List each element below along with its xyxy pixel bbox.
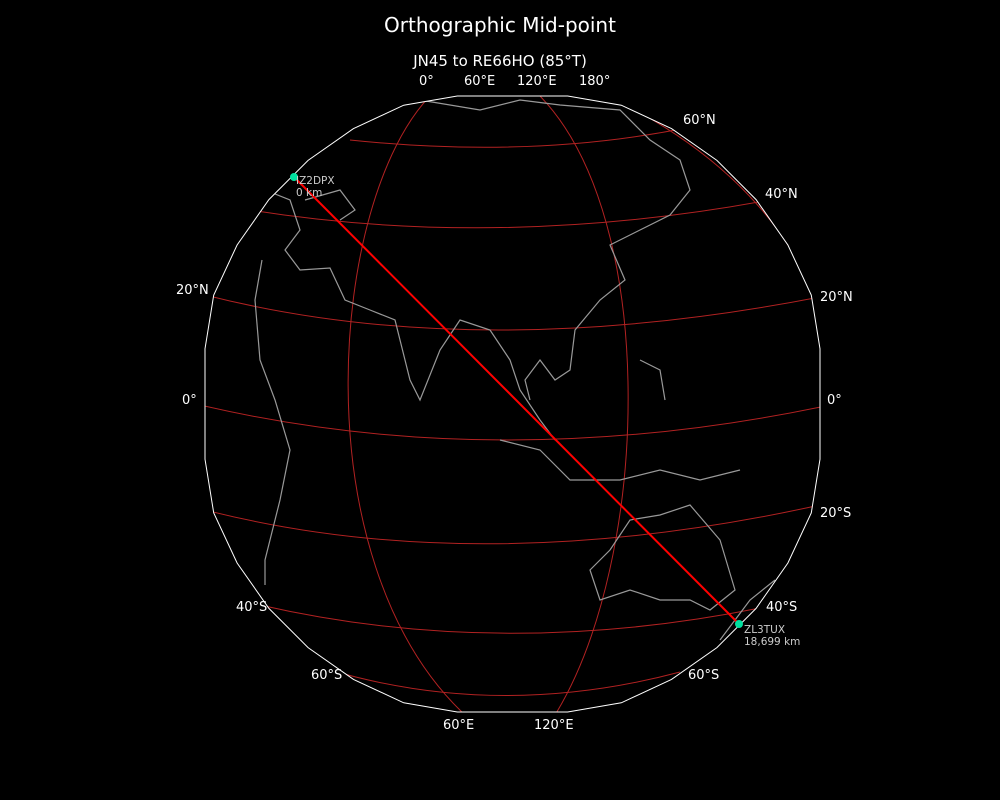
left-label: 60°S xyxy=(311,668,343,683)
globe-outline xyxy=(204,95,821,713)
top-label: 180° xyxy=(579,74,611,89)
lat-60s xyxy=(329,669,681,696)
right-label: 0° xyxy=(827,393,842,408)
coastlines xyxy=(254,99,776,641)
start-station-marker xyxy=(290,173,298,181)
right-label: 60°S xyxy=(688,668,720,683)
lat-60n xyxy=(349,124,701,148)
chart-title: Orthographic Mid-point xyxy=(384,13,616,37)
right-label: 20°S xyxy=(820,506,852,521)
end-station-marker xyxy=(735,620,743,628)
meridian-60e xyxy=(347,96,466,712)
end-call: ZL3TUX xyxy=(744,624,786,636)
great-circle-path xyxy=(293,176,740,625)
right-label: 60°N xyxy=(683,113,716,128)
start-station-label: IZ2DPX 0 km xyxy=(296,175,335,199)
end-distance: 18,699 km xyxy=(744,636,801,648)
meridian-120e xyxy=(539,96,629,712)
right-label: 20°N xyxy=(820,290,853,305)
lat-40n xyxy=(249,199,771,229)
lat-0 xyxy=(205,404,820,441)
left-label: 40°S xyxy=(236,600,268,615)
top-label: 60°E xyxy=(464,74,496,89)
right-label: 40°S xyxy=(766,600,798,615)
top-label: 120°E xyxy=(517,74,557,89)
bottom-label: 60°E xyxy=(443,718,475,733)
lat-20s xyxy=(205,504,820,545)
lat-40s xyxy=(259,604,761,634)
start-distance: 0 km xyxy=(296,187,323,199)
top-label: 0° xyxy=(419,74,434,89)
chart-subtitle: JN45 to RE66HO (85°T) xyxy=(413,52,587,70)
left-label: 20°N xyxy=(176,283,209,298)
end-station-label: ZL3TUX 18,699 km xyxy=(744,624,800,648)
bottom-label: 120°E xyxy=(534,718,574,733)
start-call: IZ2DPX xyxy=(296,175,335,187)
left-label: 0° xyxy=(182,393,197,408)
lat-20n xyxy=(205,294,820,331)
right-label: 40°N xyxy=(765,187,798,202)
